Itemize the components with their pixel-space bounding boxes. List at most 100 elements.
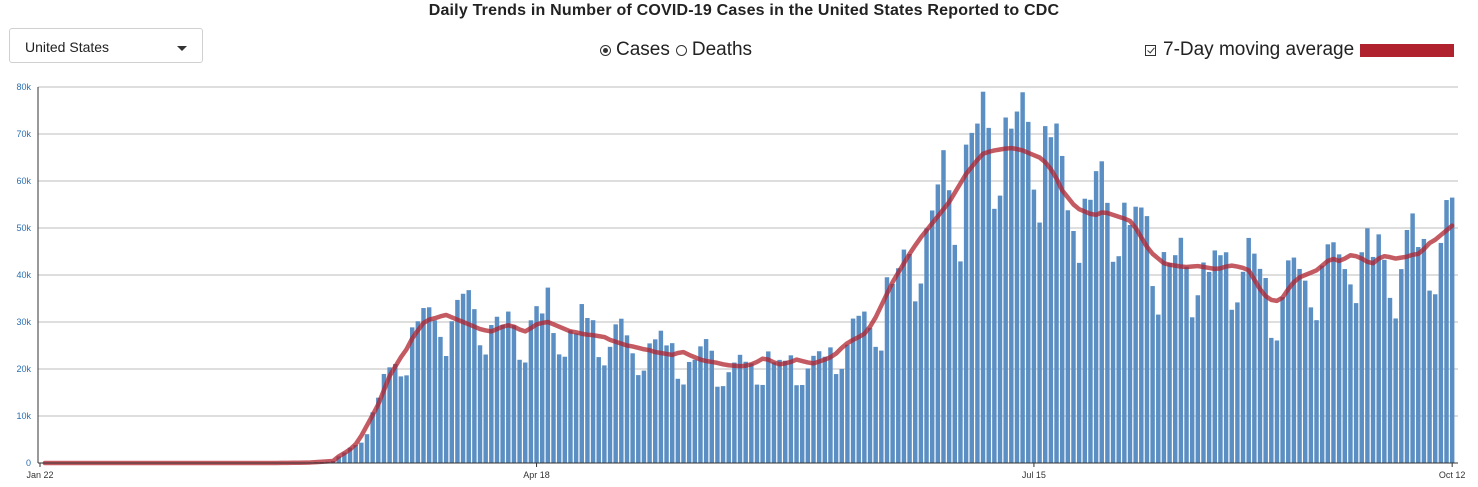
case-bar [1348,284,1353,463]
y-tick-label: 40k [16,270,31,280]
case-bar [1229,309,1234,463]
case-bar [590,320,596,463]
y-tick-label: 0 [26,458,31,468]
case-bar [494,316,500,463]
case-bar [398,376,404,463]
y-tick-label: 30k [16,317,31,327]
case-bar [1314,320,1319,463]
case-bar [760,384,765,463]
case-bar [1099,161,1104,463]
case-bar [862,311,867,463]
case-bar [1065,210,1071,463]
case-bar [1201,262,1206,463]
case-bar [1122,202,1127,464]
case-bar [669,343,675,463]
case-bar [1387,297,1393,463]
case-bar [1376,234,1381,463]
case-bar [1432,294,1438,463]
case-bar [856,315,861,463]
case-bar [743,361,748,463]
case-bar [1189,317,1195,463]
case-bar [619,318,624,463]
y-tick-label: 80k [16,82,31,92]
case-bar [799,384,805,463]
case-bar [556,354,562,463]
case-bar [969,132,974,463]
case-bar [511,325,517,463]
case-bar [1020,92,1025,463]
case-bar [568,330,573,463]
chart-title: Daily Trends in Number of COVID-19 Cases… [428,2,1060,19]
case-bar [404,375,409,463]
case-bar [1195,295,1201,463]
case-bar [449,321,454,463]
case-bar [1156,314,1161,463]
case-bar [980,91,986,463]
case-bar [342,452,347,463]
moving-average-checkbox[interactable] [1145,44,1156,56]
case-bar [1319,265,1325,463]
case-bar [393,364,398,463]
case-bar [1291,257,1297,463]
case-bar [946,190,952,463]
case-bar [1370,256,1376,463]
case-bar [1246,237,1251,463]
case-bar [698,346,703,463]
case-bar [1082,198,1088,463]
case-bar [409,327,415,463]
case-bar [884,277,890,463]
case-bar [336,456,341,463]
case-bar [1365,228,1370,463]
case-bar [1252,253,1257,463]
deaths-radio[interactable]: Deaths [675,39,752,61]
case-bar [986,127,991,463]
case-bar [941,150,946,463]
case-bar [585,318,590,463]
case-bar [850,318,856,463]
case-bar [1009,128,1014,463]
case-bar [1173,255,1178,463]
case-bar [686,361,692,463]
case-bar [890,283,895,463]
case-bar [523,362,528,463]
cases-radio[interactable]: Cases [600,39,670,61]
case-bar [489,325,494,463]
case-bar [1359,252,1364,463]
case-bar [1223,252,1229,463]
case-bar [771,362,777,463]
case-bar [1280,297,1285,463]
case-bar [1297,268,1302,463]
case-bar [845,344,850,463]
case-bar [867,327,873,463]
case-bar [466,290,471,463]
y-tick-label: 20k [16,364,31,374]
case-bar [1139,207,1144,463]
case-bar [766,351,771,463]
case-bar [653,339,658,463]
case-bar [376,397,381,463]
case-bar [421,308,426,463]
case-bar [1071,231,1076,463]
case-bar [873,346,878,463]
case-bar [613,324,618,463]
case-bar [1331,242,1336,463]
location-dropdown[interactable]: United States [9,28,203,63]
case-bar [754,384,760,463]
case-bar [1054,123,1059,464]
case-bar [500,324,505,463]
case-bar [579,304,584,463]
case-bar [432,320,438,463]
x-tick-label: Apr 18 [523,470,550,480]
case-bar [636,375,641,463]
case-bar [1003,117,1008,464]
case-bar [1184,266,1189,463]
case-bar [1302,280,1308,463]
case-bar [720,386,726,463]
x-tick-label: Jul 15 [1022,470,1046,480]
case-bar [839,368,844,463]
case-bar [675,378,681,463]
case-bar [1026,121,1031,464]
case-bar [483,354,488,463]
case-bar [1105,202,1110,464]
case-bar [551,333,556,463]
